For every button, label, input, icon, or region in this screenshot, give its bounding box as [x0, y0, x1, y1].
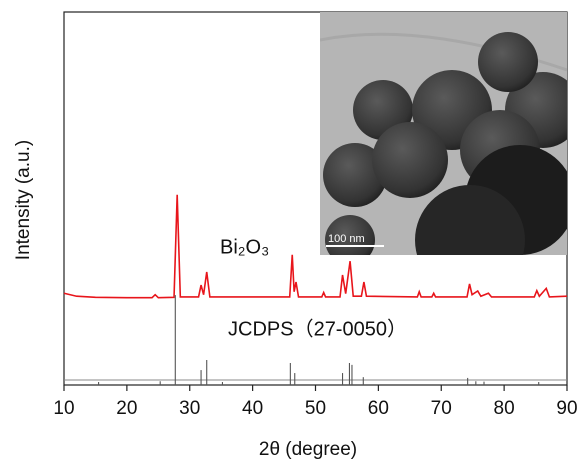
scale-bar-label: 100 nm — [328, 233, 365, 245]
reference-label: JCDPS（27-0050） — [228, 317, 407, 340]
x-tick-label: 80 — [494, 398, 515, 419]
x-tick-label: 40 — [242, 398, 263, 419]
x-tick-label: 70 — [431, 398, 452, 419]
sample-label: Bi₂O₃ — [220, 236, 269, 258]
x-axis-title: 2θ (degree) — [259, 439, 357, 460]
x-tick-label: 20 — [116, 398, 137, 419]
y-axis-title: Intensity (a.u.) — [13, 140, 34, 260]
x-tick-label: 50 — [305, 398, 326, 419]
x-tick-label: 10 — [53, 398, 74, 419]
chart: 100 nm 2θ (degree) Intensity (a.u.) Bi₂O… — [0, 0, 581, 465]
x-tick-label: 30 — [179, 398, 200, 419]
x-tick-label: 60 — [368, 398, 389, 419]
tem-inset — [320, 12, 581, 295]
x-tick-label: 90 — [556, 398, 577, 419]
